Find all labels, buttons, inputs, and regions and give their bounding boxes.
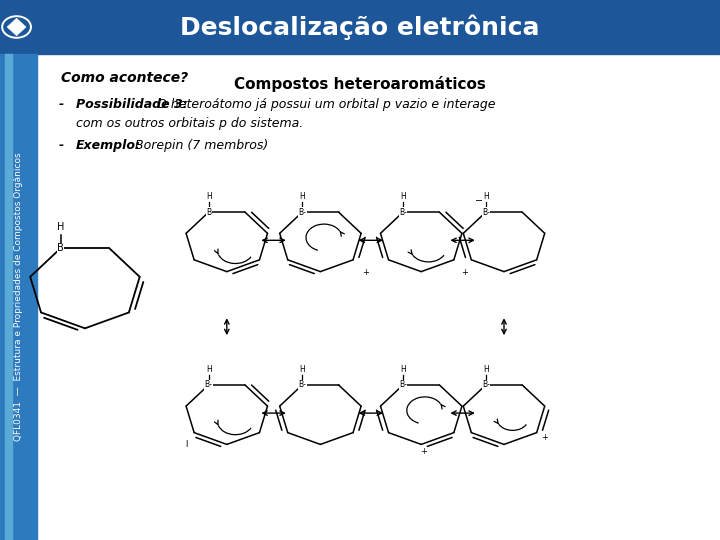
Text: B-: B- <box>298 380 306 389</box>
Text: B-: B- <box>399 380 407 389</box>
Text: B: B <box>206 207 211 217</box>
Text: Como acontece?: Como acontece? <box>61 71 189 85</box>
Polygon shape <box>7 18 26 36</box>
Bar <box>0 54 37 540</box>
Text: B-: B- <box>204 380 212 389</box>
Text: B-: B- <box>482 380 490 389</box>
Text: B: B <box>57 243 64 253</box>
Text: Deslocalização eletrônica: Deslocalização eletrônica <box>180 14 540 40</box>
Text: H: H <box>57 221 64 232</box>
Bar <box>0 0 720 54</box>
Text: H: H <box>300 364 305 374</box>
Text: QFL0341  —  Estrutura e Propriedades de Compostos Orgânicos: QFL0341 — Estrutura e Propriedades de Co… <box>14 153 23 441</box>
Text: H: H <box>300 192 305 201</box>
Text: -: - <box>59 98 64 111</box>
Text: +: + <box>461 268 468 278</box>
Text: Possibilidade 3:: Possibilidade 3: <box>76 98 187 111</box>
Text: H: H <box>400 364 406 374</box>
Text: H: H <box>400 192 406 201</box>
Text: +: + <box>420 447 427 456</box>
Text: H: H <box>483 192 489 201</box>
Text: +: + <box>362 268 369 278</box>
Text: H: H <box>483 364 489 374</box>
Text: O heteroátomo já possui um orbital p vazio e interage: O heteroátomo já possui um orbital p vaz… <box>157 98 495 111</box>
Text: B-: B- <box>298 207 306 217</box>
Text: Compostos heteroaromáticos: Compostos heteroaromáticos <box>234 76 486 92</box>
Text: +: + <box>541 433 549 442</box>
Text: Borepin (7 membros): Borepin (7 membros) <box>135 139 269 152</box>
Text: B-: B- <box>482 207 490 217</box>
Bar <box>5 54 12 540</box>
Text: -: - <box>59 139 64 152</box>
Text: com os outros orbitais p do sistema.: com os outros orbitais p do sistema. <box>76 117 303 130</box>
Text: l: l <box>185 440 187 449</box>
Text: Exemplo:: Exemplo: <box>76 139 140 152</box>
Text: H: H <box>206 192 212 201</box>
Text: −: − <box>475 195 483 206</box>
Text: B-: B- <box>399 207 407 217</box>
Text: H: H <box>206 364 212 374</box>
